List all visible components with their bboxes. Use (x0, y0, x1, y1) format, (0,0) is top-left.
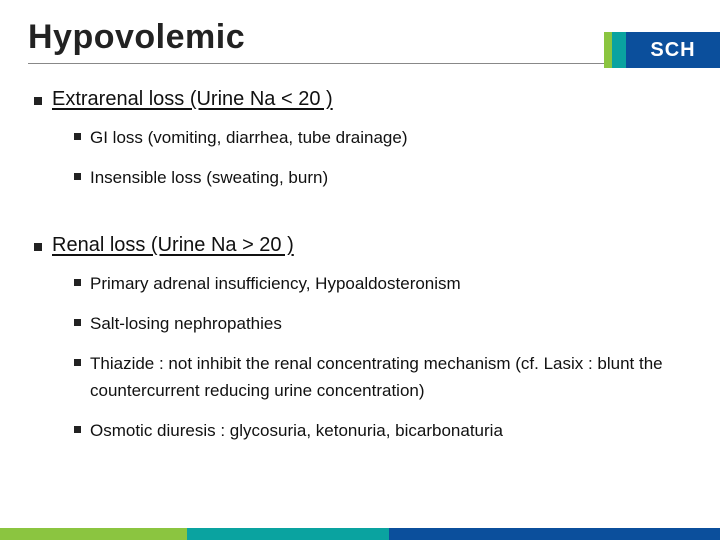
item-text: Salt-losing nephropathies (90, 311, 282, 337)
square-bullet-icon (74, 173, 81, 180)
list-item: Primary adrenal insufficiency, Hypoaldos… (74, 271, 686, 297)
square-bullet-icon (74, 359, 81, 366)
logo-text: SCH (626, 32, 720, 68)
list-item: Salt-losing nephropathies (74, 311, 686, 337)
title-row: Hypovolemic (28, 18, 692, 57)
slide: Hypovolemic SCH Extrarenal loss (Urine N… (0, 0, 720, 540)
square-bullet-icon (34, 243, 42, 251)
square-bullet-icon (74, 279, 81, 286)
content-area: Extrarenal loss (Urine Na < 20 ) GI loss… (28, 66, 692, 444)
footer-color-bar (0, 528, 720, 540)
list-item: Osmotic diuresis : glycosuria, ketonuria… (74, 418, 686, 444)
footer-seg-teal (187, 528, 389, 540)
section-heading-renal: Renal loss (Urine Na > 20 ) (34, 234, 686, 257)
footer-seg-green (0, 528, 187, 540)
section-heading-extrarenal: Extrarenal loss (Urine Na < 20 ) (34, 88, 686, 111)
slide-title: Hypovolemic (28, 18, 245, 57)
section-items-extrarenal: GI loss (vomiting, diarrhea, tube draina… (34, 125, 686, 192)
item-text: Primary adrenal insufficiency, Hypoaldos… (90, 271, 461, 297)
section-items-renal: Primary adrenal insufficiency, Hypoaldos… (34, 271, 686, 445)
heading-text: Extrarenal loss (Urine Na < 20 ) (52, 88, 333, 111)
sch-logo: SCH (604, 32, 720, 68)
square-bullet-icon (74, 426, 81, 433)
square-bullet-icon (74, 133, 81, 140)
heading-text: Renal loss (Urine Na > 20 ) (52, 234, 294, 257)
item-text: Osmotic diuresis : glycosuria, ketonuria… (90, 418, 503, 444)
square-bullet-icon (74, 319, 81, 326)
footer-seg-blue (389, 528, 720, 540)
item-text: GI loss (vomiting, diarrhea, tube draina… (90, 125, 408, 151)
list-item: Insensible loss (sweating, burn) (74, 165, 686, 191)
section-gap (34, 192, 686, 226)
square-bullet-icon (34, 97, 42, 105)
logo-bar-green (604, 32, 612, 68)
logo-bar-teal (612, 32, 626, 68)
title-underline (28, 63, 692, 64)
item-text: Insensible loss (sweating, burn) (90, 165, 328, 191)
list-item: GI loss (vomiting, diarrhea, tube draina… (74, 125, 686, 151)
item-text: Thiazide : not inhibit the renal concent… (90, 351, 686, 404)
list-item: Thiazide : not inhibit the renal concent… (74, 351, 686, 404)
